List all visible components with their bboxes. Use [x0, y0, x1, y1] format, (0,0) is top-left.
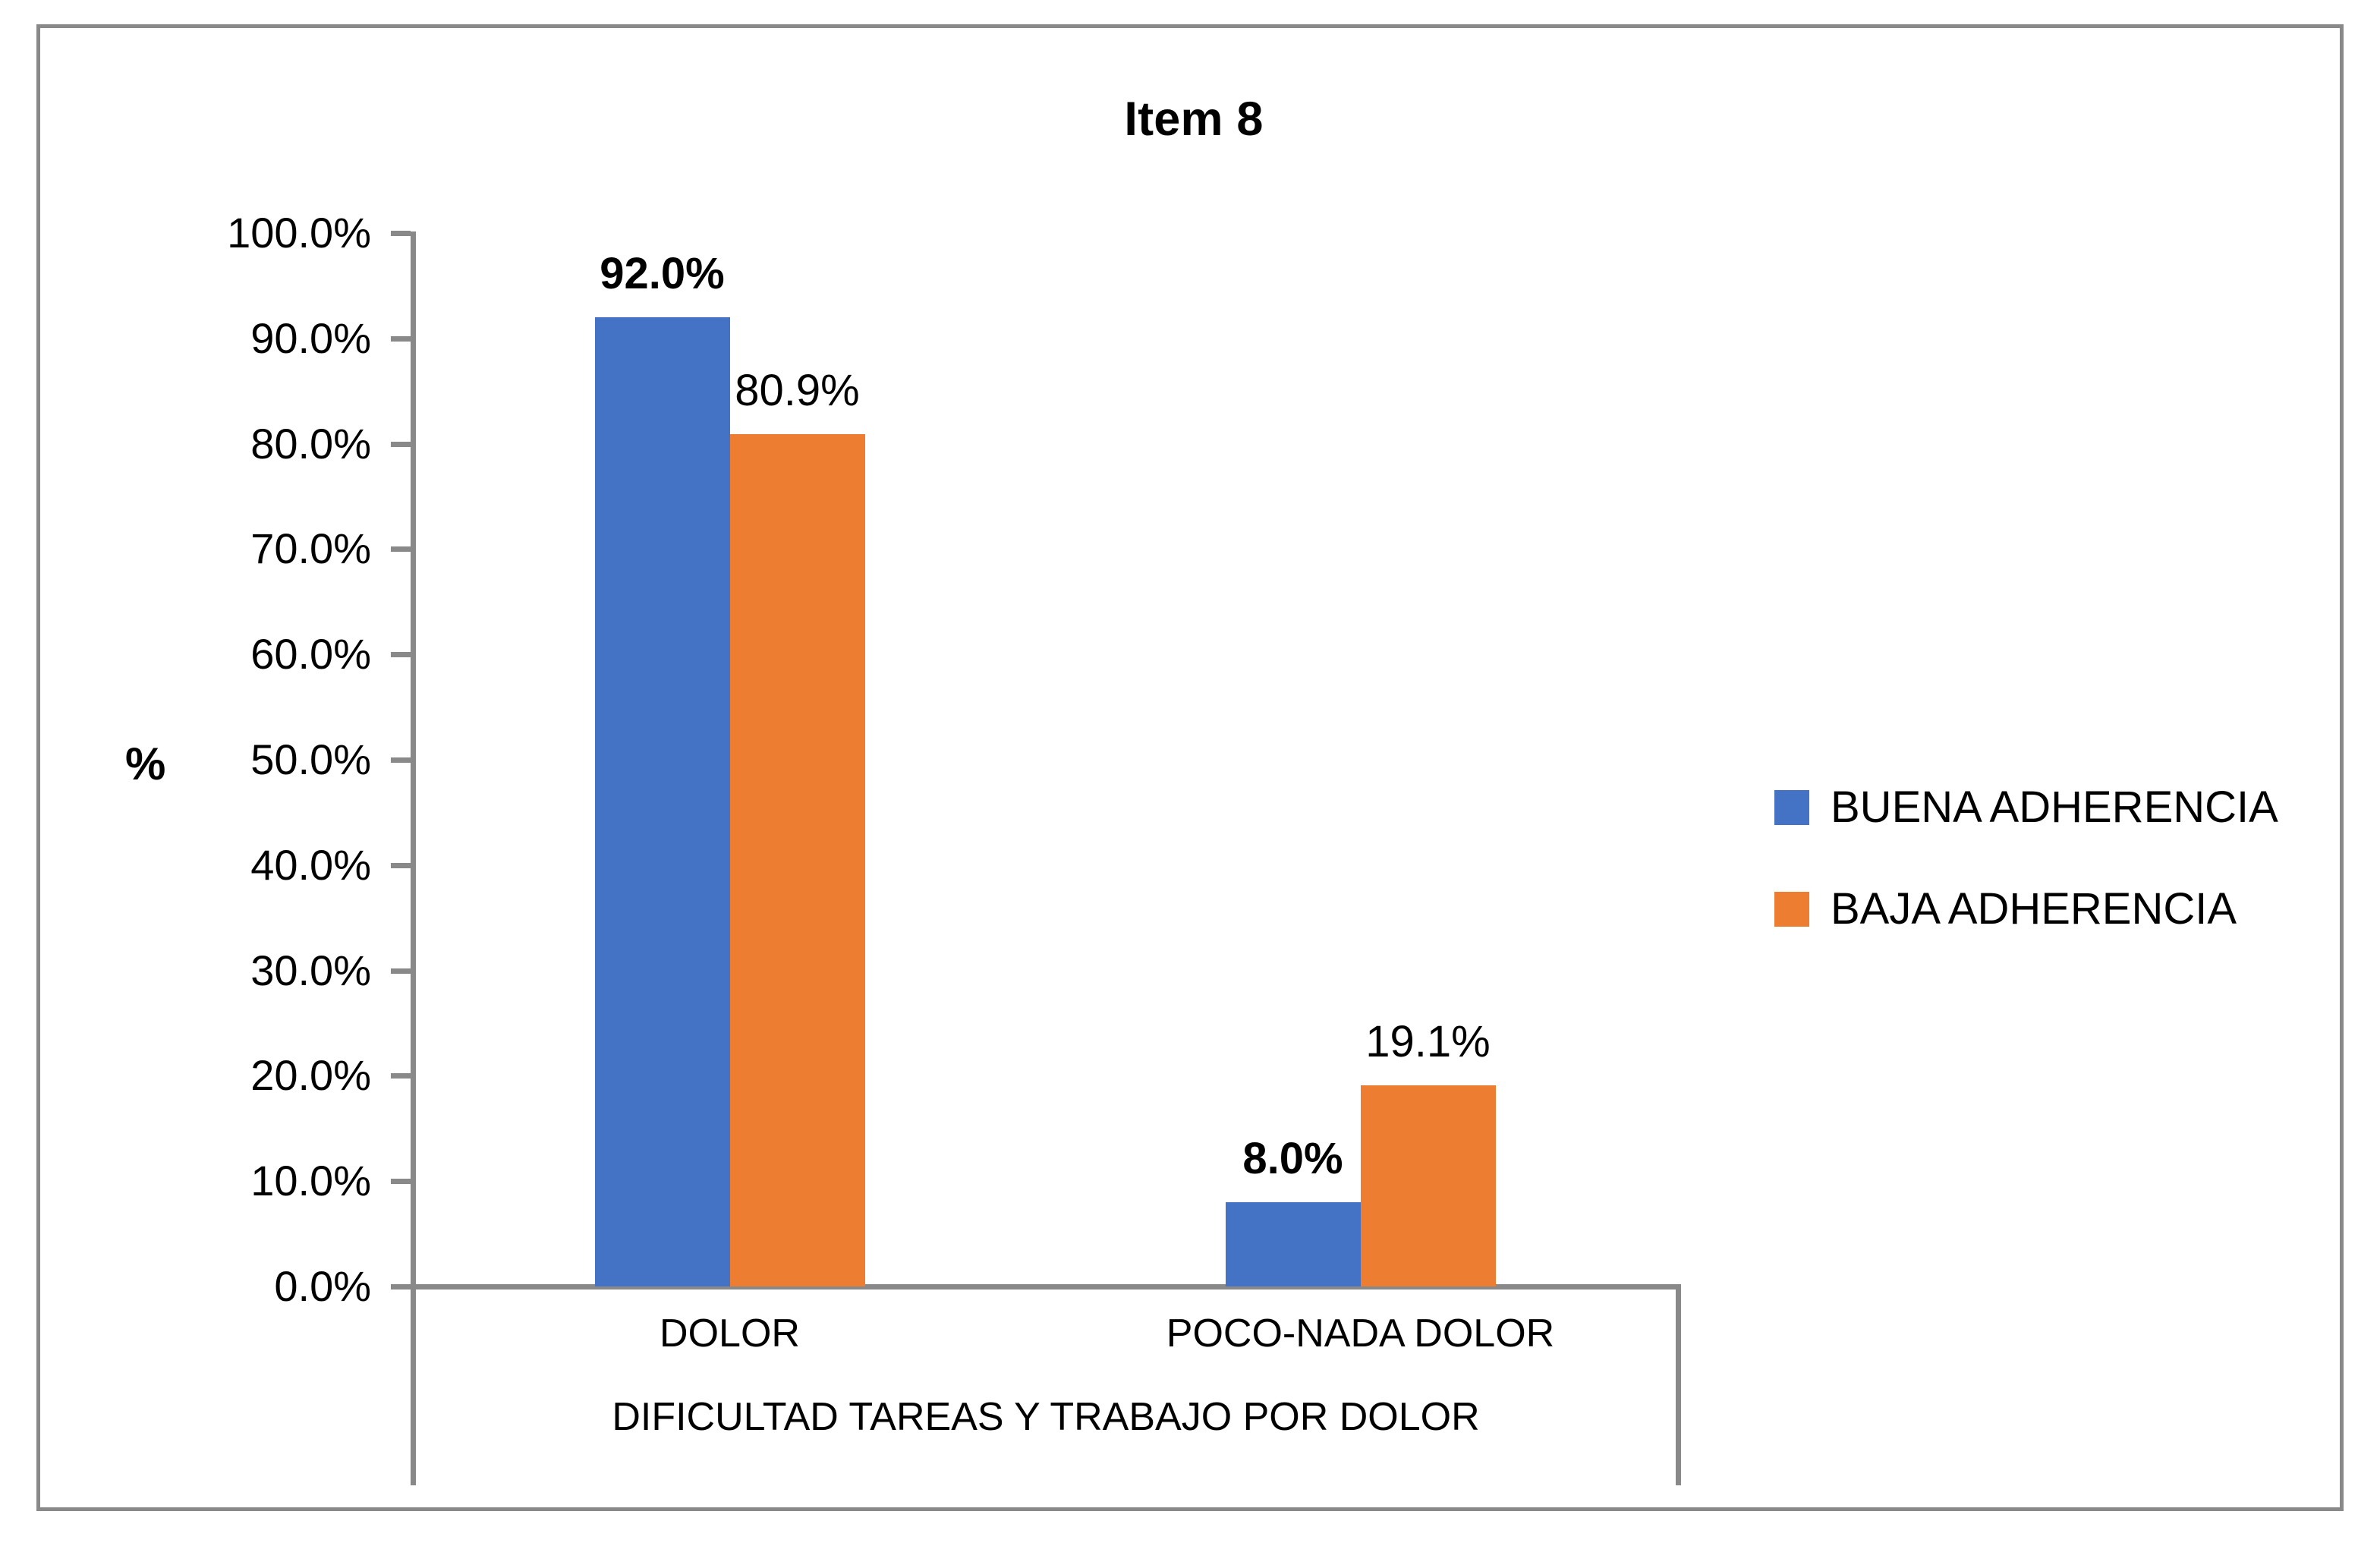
chart-title: Item 8	[1124, 93, 1264, 146]
legend-label: BAJA ADHERENCIA	[1831, 884, 2237, 934]
value-axis-tick-mark	[391, 862, 411, 868]
value-axis-tick-label: 30.0%	[250, 946, 371, 994]
value-axis-tick-label: 70.0%	[250, 524, 371, 573]
value-axis-title: %	[125, 738, 166, 789]
bar-value-label: 19.1%	[1365, 1016, 1491, 1066]
category-label: POCO-NADA DOLOR	[1166, 1312, 1555, 1356]
legend-swatch-icon	[1774, 892, 1809, 927]
category-axis-line	[411, 1284, 1681, 1290]
legend-entry[interactable]: BAJA ADHERENCIA	[1774, 858, 2321, 960]
value-axis-tick-label: 10.0%	[250, 1157, 371, 1205]
value-axis-tick-mark	[391, 968, 411, 974]
chart-frame: Item 8 % 100.0% 90.0% 80.0% 70.0% 60.0% 50.0%…	[36, 24, 2344, 1511]
bar-buena-adherencia[interactable]	[594, 317, 730, 1286]
legend-entry[interactable]: BUENA ADHERENCIA	[1774, 757, 2321, 858]
value-axis-tick-mark	[391, 441, 411, 447]
category-label: DOLOR	[660, 1312, 800, 1356]
value-axis-tick-mark	[391, 335, 411, 342]
value-axis-tick-label: 20.0%	[250, 1051, 371, 1100]
value-axis-tick-label: 60.0%	[250, 630, 371, 679]
bar-baja-adherencia[interactable]	[729, 434, 865, 1286]
value-axis-tick-label: 80.0%	[250, 419, 371, 468]
legend-label: BUENA ADHERENCIA	[1831, 783, 2278, 832]
value-axis-tick-mark	[391, 1073, 411, 1079]
value-axis-tick-label: 90.0%	[250, 313, 371, 362]
plot-area	[414, 233, 1676, 1286]
value-axis-line	[411, 231, 416, 1485]
legend-swatch-icon	[1774, 790, 1809, 825]
value-axis-tick-mark	[391, 231, 411, 236]
category-label-box-right-edge	[1676, 1284, 1681, 1485]
value-axis-tick-label: 100.0%	[227, 209, 371, 257]
value-axis-tick-mark	[391, 757, 411, 763]
value-axis-tick-mark	[391, 1179, 411, 1185]
value-axis-tick-label: 0.0%	[274, 1262, 371, 1310]
chart-legend: BUENA ADHERENCIA BAJA ADHERENCIA	[1774, 757, 2321, 960]
value-axis-tick-label: 50.0%	[250, 735, 371, 783]
value-axis-tick-mark	[391, 1284, 411, 1290]
category-axis-title: DIFICULTAD TAREAS Y TRABAJO POR DOLOR	[612, 1395, 1480, 1439]
bar-value-label: 8.0%	[1242, 1133, 1343, 1183]
bar-value-label: 92.0%	[600, 249, 725, 299]
value-axis-tick-label: 40.0%	[250, 840, 371, 889]
value-axis-tick-mark	[391, 652, 411, 658]
bar-value-label: 80.9%	[735, 366, 860, 416]
bar-buena-adherencia[interactable]	[1225, 1201, 1361, 1286]
value-axis-tick-mark	[391, 546, 411, 553]
bar-baja-adherencia[interactable]	[1360, 1085, 1496, 1286]
